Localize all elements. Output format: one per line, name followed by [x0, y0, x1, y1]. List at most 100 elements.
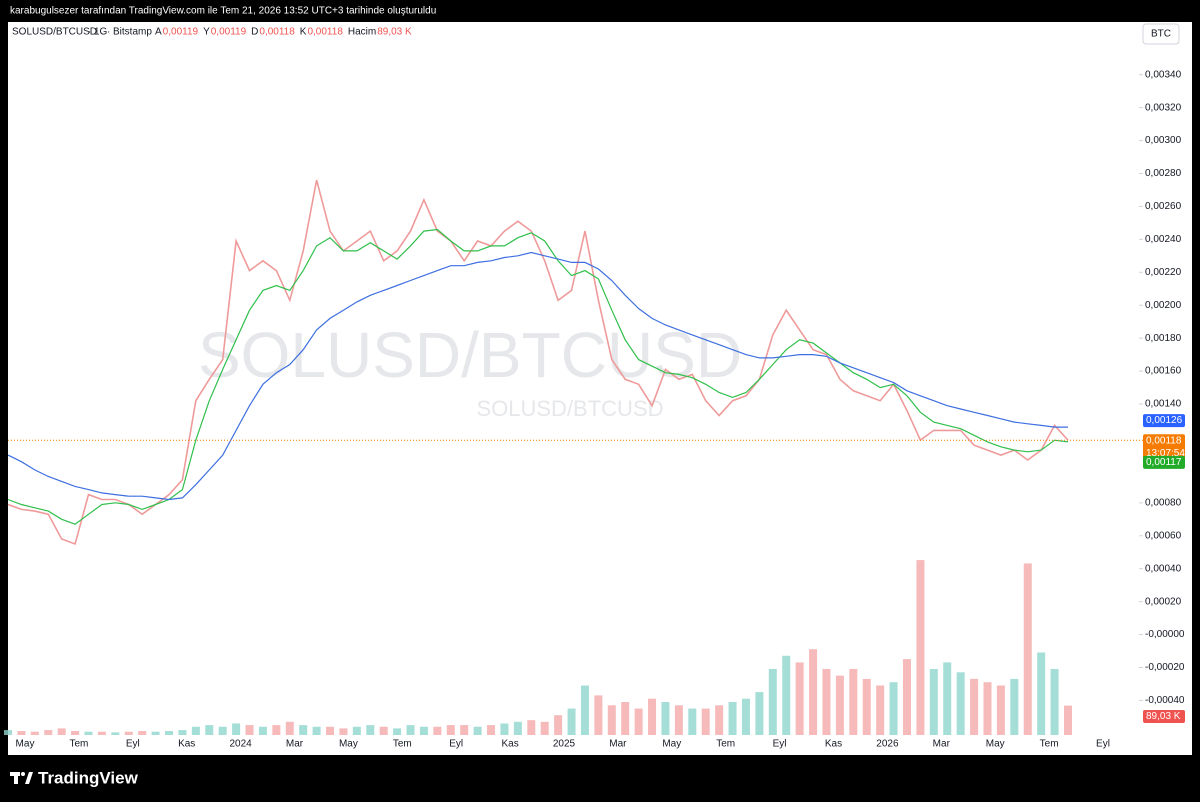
volume-bar — [406, 725, 415, 735]
x-tick-label: Tem — [1040, 739, 1059, 750]
y-tick-label: 0,00160 — [1145, 366, 1182, 377]
y-tick-label: 0,00180 — [1145, 333, 1182, 344]
volume-bar — [1010, 678, 1019, 735]
volume-bar — [84, 731, 93, 735]
x-tick-label: 2025 — [553, 739, 576, 750]
volume-bar — [393, 728, 402, 735]
ohlc-key: A — [155, 27, 162, 38]
x-tick-label: 2026 — [876, 739, 899, 750]
volume-bar — [634, 708, 643, 735]
volume-bar — [352, 726, 361, 735]
volume-bar — [916, 560, 925, 735]
volume-bar — [44, 730, 53, 735]
y-tick-label: 0,00020 — [1145, 596, 1182, 607]
volume-bar — [1023, 563, 1032, 735]
volume-bar — [339, 728, 348, 735]
volume-bar — [205, 725, 214, 735]
volume-bar — [138, 731, 147, 735]
volume-bar — [326, 726, 335, 735]
legend: SOLUSD/BTCUSD · 1G · Bitstamp A 0,00119 Y 0… — [12, 27, 412, 38]
volume-bar — [433, 726, 442, 735]
volume-bar — [540, 721, 549, 735]
x-tick-label: May — [986, 739, 1005, 750]
ohlc-value: 0,00118 — [307, 27, 343, 38]
x-tick-label: Tem — [69, 739, 88, 750]
sep: · — [88, 27, 91, 38]
volume-bar — [460, 725, 469, 735]
x-tick-label: 2024 — [229, 739, 252, 750]
volume-bar — [889, 682, 898, 735]
price-badge — [1143, 434, 1185, 461]
volume-bar — [862, 678, 871, 735]
x-tick-label: May — [16, 739, 35, 750]
volume-bar — [1064, 705, 1072, 735]
y-tick-label: -0,00020 — [1145, 662, 1185, 673]
x-tick-label: Tem — [393, 739, 412, 750]
volume-bar — [728, 702, 737, 735]
price-badge-label: 0,00117 — [1146, 457, 1182, 468]
ohlc-key: D — [251, 27, 258, 38]
y-tick-label: 0,00200 — [1145, 300, 1182, 311]
y-tick-label: 0,00260 — [1145, 201, 1182, 212]
volume-bar — [607, 705, 616, 735]
volume-bar — [97, 731, 106, 735]
volume-bar — [527, 720, 536, 735]
volume-bar — [741, 698, 750, 735]
volume-bar — [366, 725, 375, 735]
volume-bar — [232, 723, 241, 735]
price-badge-label: 0,00126 — [1146, 415, 1183, 426]
watermark-small: SOLUSD/BTCUSD — [476, 396, 663, 421]
exchange: Bitstamp — [113, 27, 152, 38]
volume-bar — [835, 675, 844, 735]
volume-bar — [191, 726, 200, 735]
y-tick-label: 0,00240 — [1145, 234, 1182, 245]
volume-badge-label: 89,03 K — [1146, 711, 1181, 722]
watermark: SOLUSD/BTCUSD — [198, 319, 742, 391]
y-tick-label: 0,00300 — [1145, 135, 1182, 146]
logo-icon — [10, 772, 33, 784]
volume-bar — [715, 705, 724, 735]
volume-bar — [648, 698, 657, 735]
x-tick-label: Kas — [825, 739, 842, 750]
volume-bar — [943, 662, 952, 735]
x-tick-label: Mar — [609, 739, 627, 750]
y-tick-label: 0,00140 — [1145, 399, 1182, 410]
moving-average — [7, 251, 1068, 501]
price-badge — [1143, 414, 1185, 428]
volume-bar — [446, 725, 455, 735]
ohlc-key: K — [300, 27, 307, 38]
x-tick-label: Eyl — [449, 739, 463, 750]
ohlc-value: 0,00119 — [163, 27, 199, 38]
volume-bar — [151, 731, 160, 735]
volume-bar — [124, 731, 133, 735]
volume-bar — [782, 655, 791, 735]
volume-bar — [500, 723, 509, 735]
logo-text: TradingView — [38, 768, 139, 787]
volume-badge — [1143, 710, 1185, 723]
y-tick-label: -0,00000 — [1145, 629, 1185, 640]
x-tick-label: Kas — [501, 739, 518, 750]
volume-bar — [554, 715, 563, 735]
symbol: SOLUSD/BTCUSD — [12, 27, 97, 38]
x-tick-label: Eyl — [126, 739, 140, 750]
volume-bar — [755, 692, 764, 735]
ohlc-value: 0,00119 — [211, 27, 247, 38]
x-tick-label: Eyl — [773, 739, 787, 750]
volume-bar — [4, 730, 12, 735]
volume-bar — [30, 731, 39, 735]
volume-bar — [513, 721, 522, 735]
volume-bar — [956, 672, 965, 735]
volume-bar — [178, 730, 187, 735]
y-tick-label: -0,00040 — [1145, 695, 1185, 706]
volume-bar — [809, 649, 818, 735]
volume-bar — [701, 708, 710, 735]
x-tick-label: Mar — [933, 739, 951, 750]
volume-bar — [929, 669, 938, 735]
x-tick-label: Kas — [178, 739, 195, 750]
volume-bar — [17, 731, 26, 735]
price-badge-label: 0,00118 — [1146, 435, 1182, 446]
x-tick-label: Eyl — [1096, 739, 1110, 750]
price-line — [7, 179, 1069, 546]
currency-box[interactable] — [1142, 23, 1180, 45]
